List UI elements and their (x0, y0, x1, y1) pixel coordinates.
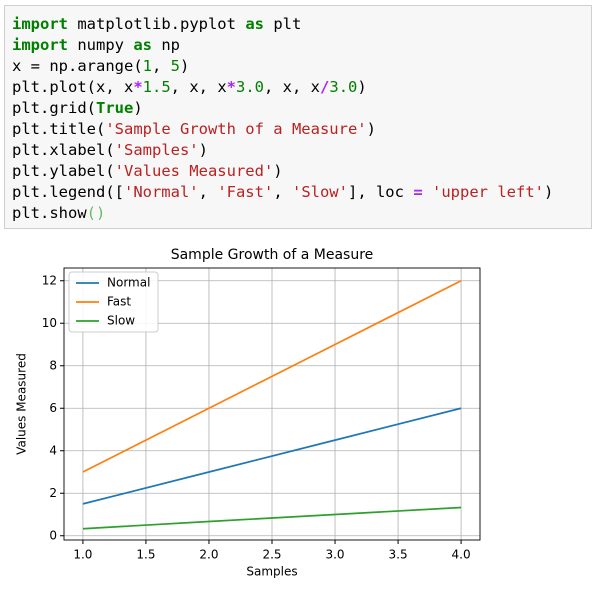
code-token: ) (198, 141, 208, 159)
line (82, 279, 462, 473)
code-line: x = np.arange(1, 5) (12, 56, 584, 77)
code-token: plt.show (12, 204, 87, 222)
code-token: np (152, 36, 180, 54)
code-token: = (413, 183, 423, 201)
code-token: 'upper left' (432, 183, 544, 201)
y-tick-label: 8 (49, 358, 57, 372)
y-tick-label: 10 (42, 316, 57, 330)
code-token: ) (133, 99, 143, 117)
x-tick-label: 2.0 (199, 548, 218, 562)
code-token: 3.0 (329, 78, 358, 96)
code-token: plt.ylabel( (12, 162, 115, 180)
code-token: 'Slow' (291, 183, 348, 201)
code-token: ) (366, 120, 376, 138)
code-token: ) (180, 57, 190, 75)
code-line: plt.ylabel('Values Measured') (12, 161, 584, 182)
chart-title: Sample Growth of a Measure (171, 247, 374, 263)
code-line: plt.plot(x, x*1.5, x, x*3.0, x, x/3.0) (12, 77, 584, 98)
code-token: plt.legend([ (12, 183, 124, 201)
code-token: ) (273, 162, 283, 180)
y-tick-label: 2 (49, 486, 57, 500)
code-token: plt (263, 15, 302, 33)
code-token: , (273, 183, 292, 201)
code-token: 3.0 (236, 78, 265, 96)
legend-label: Fast (107, 295, 131, 309)
code-token: as (133, 36, 152, 54)
code-token: x = np.arange( (12, 57, 143, 75)
code-cell: import matplotlib.pyplot as plt import nu… (4, 5, 592, 229)
code-token: / (320, 78, 330, 96)
y-axis-label: Values Measured (15, 353, 29, 455)
y-tick-label: 12 (42, 273, 57, 287)
code-token: plt.grid( (12, 99, 96, 117)
code-token: * (226, 78, 237, 96)
code-token: ) (543, 183, 554, 201)
code-line: import matplotlib.pyplot as plt (12, 14, 584, 35)
code-token: () (86, 204, 106, 222)
plot-frame (63, 267, 481, 541)
code-token: import (12, 36, 68, 54)
x-tick-label: 3.0 (325, 548, 344, 562)
code-token: 1.5 (142, 78, 171, 96)
x-tick-label: 1.5 (136, 548, 155, 562)
y-tick-label: 4 (49, 443, 57, 457)
code-line: plt.title('Sample Growth of a Measure') (12, 119, 584, 140)
code-line: plt.legend(['Normal', 'Fast', 'Slow'], l… (12, 182, 584, 203)
line (82, 506, 462, 530)
x-tick-label: 4.0 (452, 548, 471, 562)
code-token: ], loc (347, 183, 414, 201)
code-token: , x, x (170, 78, 227, 96)
x-tick-label: 1.0 (73, 548, 92, 562)
code-token: plt.plot(x, x (12, 78, 134, 96)
code-line: plt.grid(True) (12, 98, 584, 119)
code-line: plt.show() (12, 203, 584, 224)
chart: 1.0 1.5 2.0 2.5 3.0 3.5 4.0 0 2 4 6 8 10 12 Sample Gro… (15, 247, 481, 579)
code-token: 1 (142, 57, 152, 75)
code-line: import numpy as np (12, 35, 584, 56)
y-tick-label: 0 (49, 528, 57, 542)
code-token: True (96, 99, 134, 117)
code-token (423, 183, 432, 201)
code-token: 'Fast' (217, 183, 274, 201)
code-token: , (152, 57, 171, 75)
x-tick-label: 2.5 (262, 548, 281, 562)
x-axis-label: Samples (246, 565, 297, 579)
code-token: import (12, 15, 68, 33)
x-tick-label: 3.5 (389, 548, 408, 562)
code-token: ) (357, 78, 367, 96)
code-token: 5 (170, 57, 181, 75)
code-token: , (198, 183, 218, 201)
line (82, 407, 462, 505)
code-token: matplotlib.pyplot (68, 15, 246, 33)
code-token: as (245, 15, 264, 33)
code-token: plt.xlabel( (12, 141, 115, 159)
legend-box (68, 271, 159, 333)
legend-label: Slow (107, 314, 135, 328)
code-token: 'Samples' (114, 141, 199, 159)
code-token: plt.title( (12, 120, 106, 138)
code-token: 'Sample Growth of a Measure' (105, 120, 367, 138)
code-line: plt.xlabel('Samples') (12, 140, 584, 161)
code-token: , x, x (264, 78, 321, 96)
legend-label: Normal (107, 276, 150, 290)
code-token: 'Normal' (123, 183, 199, 201)
code-token: * (133, 78, 143, 96)
y-tick-label: 6 (49, 401, 57, 415)
code-token: 'Values Measured' (114, 162, 274, 180)
code-token: numpy (68, 36, 134, 54)
